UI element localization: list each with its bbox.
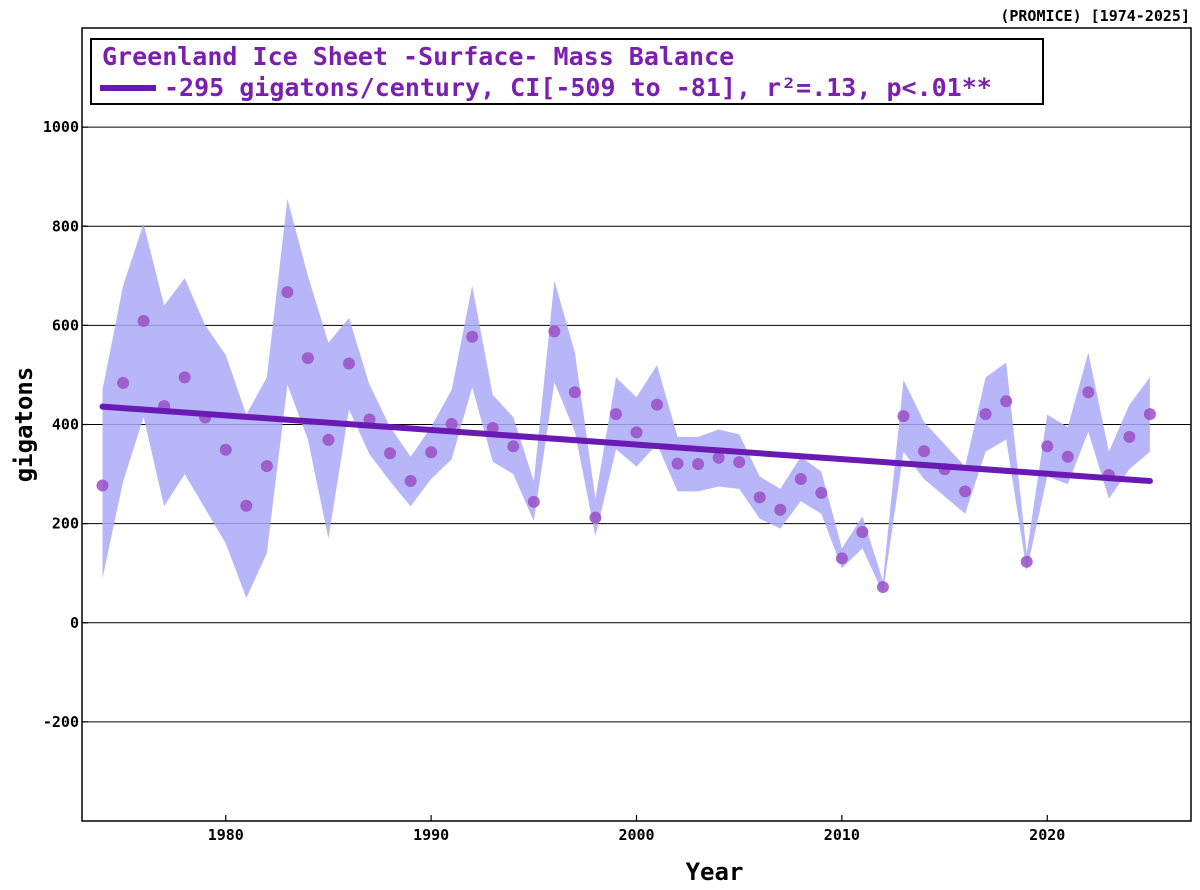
x-tick-label: 2020: [1029, 826, 1065, 844]
data-point: [774, 503, 787, 516]
data-point: [445, 418, 458, 431]
data-point: [671, 457, 684, 470]
data-point: [466, 330, 479, 343]
source-note: (PROMICE) [1974-2025]: [1000, 7, 1190, 25]
data-point: [384, 447, 397, 460]
legend-box: [90, 38, 1044, 105]
y-tick-label: 1000: [43, 118, 79, 136]
x-tick-label: 1980: [208, 826, 244, 844]
data-point: [918, 445, 931, 458]
data-point: [1061, 450, 1074, 463]
data-point: [876, 581, 889, 594]
data-point: [979, 408, 992, 421]
data-point: [548, 325, 561, 338]
y-tick-label: 400: [52, 416, 79, 434]
data-point: [712, 451, 725, 464]
data-point: [733, 456, 746, 469]
y-tick-label: 200: [52, 515, 79, 533]
data-point: [815, 486, 828, 499]
data-point: [1143, 408, 1156, 421]
data-points: [96, 286, 1156, 594]
data-point: [486, 421, 499, 434]
data-point: [260, 460, 273, 473]
data-point: [897, 410, 910, 423]
data-point: [609, 408, 622, 421]
data-point: [1123, 430, 1136, 443]
y-tick-label: 800: [52, 217, 79, 235]
y-tick-label: 600: [52, 316, 79, 334]
data-point: [240, 499, 253, 512]
data-point: [117, 376, 130, 389]
data-point: [630, 426, 643, 439]
data-point: [219, 443, 232, 456]
confidence-band: [102, 199, 1150, 598]
data-point: [753, 491, 766, 504]
data-point: [178, 371, 191, 384]
data-point: [568, 386, 581, 399]
data-point: [281, 286, 294, 299]
data-point: [137, 314, 150, 327]
data-point: [1000, 395, 1013, 408]
y-tick-label: 0: [70, 614, 79, 632]
data-point: [507, 440, 520, 453]
data-point: [404, 475, 417, 488]
data-point: [589, 511, 602, 524]
data-point: [856, 526, 869, 539]
data-point: [651, 398, 664, 411]
data-point: [1041, 440, 1054, 453]
y-tick-label: -200: [43, 713, 79, 731]
x-axis-title: Year: [686, 858, 744, 886]
data-point: [96, 479, 109, 492]
data-point: [425, 446, 438, 459]
data-point: [1020, 555, 1033, 568]
x-tick-label: 2000: [618, 826, 654, 844]
y-axis-title: gigatons: [10, 367, 38, 483]
data-point: [342, 357, 355, 370]
data-point: [835, 552, 848, 565]
data-point: [1082, 386, 1095, 399]
legend-trend-label: -295 gigatons/century, CI[-509 to -81], …: [164, 73, 992, 102]
data-point: [322, 433, 335, 446]
x-tick-label: 2010: [824, 826, 860, 844]
axis-ticks: -200 0 200 400 600 800 1000 1980 1990 2000 2010 202…: [43, 118, 1065, 844]
x-tick-label: 1990: [413, 826, 449, 844]
data-point: [794, 473, 807, 486]
data-point: [527, 495, 540, 508]
data-point: [301, 352, 314, 365]
legend: Greenland Ice Sheet -Surface- Mass Balan…: [90, 38, 1044, 105]
trend-line: [99, 403, 1153, 485]
data-point: [692, 458, 705, 471]
data-point: [959, 485, 972, 498]
chart-title: Greenland Ice Sheet -Surface- Mass Balan…: [102, 42, 734, 71]
